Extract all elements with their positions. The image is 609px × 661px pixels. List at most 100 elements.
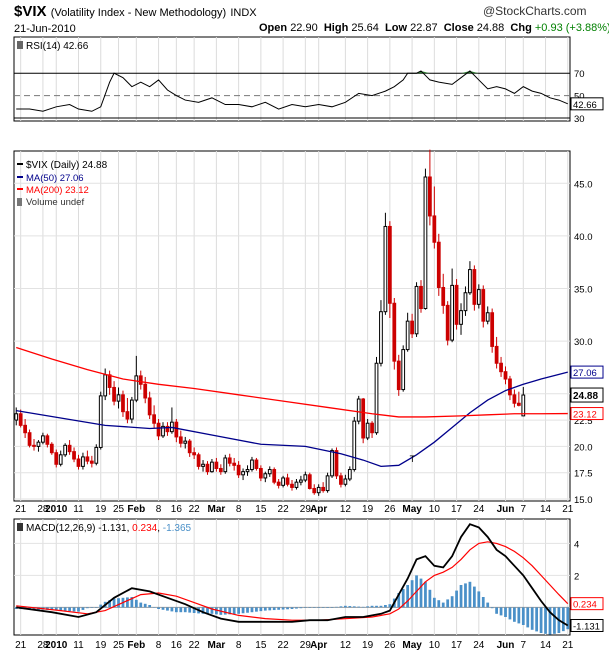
candle-body [18,413,23,426]
price-tick-label: 20.0 [574,442,593,453]
x-tick-label-bottom: 8 [236,640,242,651]
macd-histogram-bar [446,599,450,608]
macd-histogram-bar [428,589,432,608]
candle-body [134,375,139,401]
macd-histogram-bar [437,600,441,608]
macd-signal-badge: 0.234 [573,600,597,611]
symbol: $VIX [14,3,47,20]
macd-histogram-bar [468,581,472,608]
candle-body [303,474,308,481]
macd-histogram-bar [330,607,334,608]
candle-body [365,422,370,439]
macd-histogram-bar [223,607,227,615]
candle-body [196,454,201,467]
candle-body [423,176,428,310]
macd-histogram-bar [290,607,294,609]
candle-body [41,435,45,443]
rsi-tick-label: 30 [574,114,585,125]
macd-histogram-bar [215,607,218,615]
macd-histogram-bar [63,607,67,611]
macd-label-hist: -1.365 [163,523,192,534]
x-tick-label-bottom: 22 [278,640,290,651]
candle-body [165,425,170,433]
macd-histogram-bar [464,583,467,608]
macd-histogram-bar [295,607,298,609]
close-label: Close [443,22,474,34]
chart-date: 21-Jun-2010 [14,23,76,35]
candle-body [312,487,317,494]
candle-body [58,454,63,465]
candle-body [441,286,446,306]
macd-histogram-bar [561,607,565,632]
x-tick-label-bottom: 28 [37,640,49,651]
ma200-last-badge: 23.12 [573,410,597,421]
macd-histogram-bar [152,607,156,608]
candle-body [121,394,125,413]
x-tick-label-bottom: 11 [73,640,84,651]
candle-body [374,362,379,434]
macd-histogram-bar [477,591,481,608]
candle-body [276,481,281,486]
chg-value: +0.93 (+3.88%) [534,22,609,34]
macd-histogram-bar [384,605,387,608]
candle-body [107,374,112,388]
candle-body [187,440,192,454]
price-tick-label: 40.0 [574,232,593,243]
close-badge-box [570,387,604,403]
candle-body [236,464,241,476]
ma50-label: MA(50) 27.06 [26,173,84,184]
candle-body [67,444,72,453]
price-annotation: T [410,454,416,464]
price-tick-label: 45.0 [574,179,593,190]
macd-histogram-bar [286,607,289,610]
candle-body [321,486,326,492]
macd-label-signal: 0.234 [132,523,157,534]
macd-histogram-bar [486,602,490,608]
x-tick-label: 8 [236,504,242,515]
x-tick-label: 16 [171,504,183,515]
candle-body [316,486,321,494]
candle-body [116,394,121,402]
x-tick-label-bottom: 25 [113,640,125,651]
candle-body [294,481,299,488]
x-tick-label: 11 [73,504,84,515]
candle-body [387,225,392,304]
candle-body [339,475,343,485]
macd-histogram-bar [81,607,85,610]
price-label: $VIX (Daily) 24.88 [26,160,108,171]
macd-histogram-bar [539,607,543,633]
macd-histogram-bar [441,602,445,608]
macd-histogram-bar [508,607,512,620]
candle-body [463,292,468,312]
macd-histogram-bar [401,589,405,608]
price-tick-label: 30.0 [574,337,593,348]
ma50-last-badge: 27.06 [573,368,597,379]
macd-tick-label: 2 [574,571,579,582]
rsi-label: RSI(14) 42.66 [26,41,89,52]
volume-label: Volume undef [26,197,84,208]
candle-body [361,398,366,439]
macd-last-badge-box [570,618,604,632]
chg-label: Chg [510,22,532,34]
macd-label-prefix: MACD(12,26,9) [26,523,98,534]
x-tick-label: 21 [562,504,574,515]
macd-histogram-bar [90,607,94,608]
candle-body [205,463,210,473]
x-tick-label: 17 [451,504,463,515]
x-tick-label-bottom: Jun [497,640,515,651]
x-tick-label-bottom: 24 [473,640,485,651]
macd-histogram-bar [228,607,232,615]
macd-histogram-bar [366,606,369,608]
candle-body [258,467,263,479]
candle-body [76,458,81,467]
x-tick-label-bottom: 15 [255,640,267,651]
macd-label-sep: , [127,523,133,534]
candle-body [392,302,397,362]
macd-histogram-bar [308,607,312,608]
x-tick-label: 8 [156,504,162,515]
ma50-line [16,371,568,468]
macd-histogram-bar [143,603,147,608]
candle-body [396,360,401,391]
macd-histogram-bar [32,607,36,610]
